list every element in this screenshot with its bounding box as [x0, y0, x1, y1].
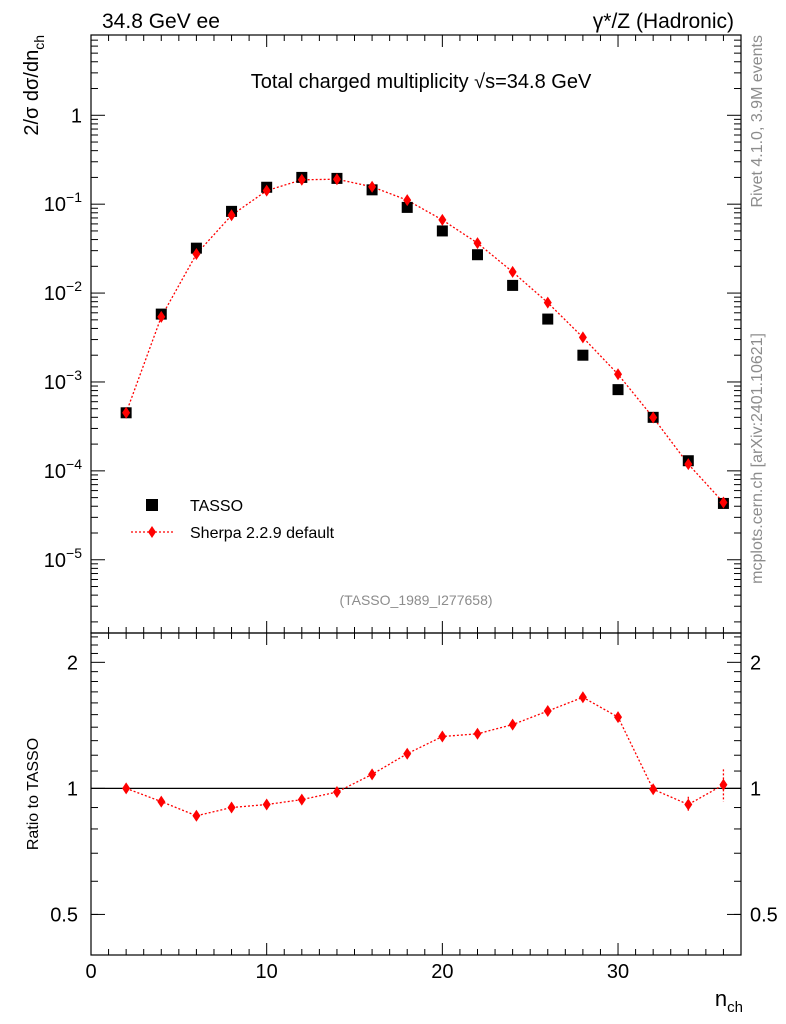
ratio-y-tick-label-right: 0.5: [750, 904, 778, 926]
ratio-plot-panel: 0.5 0.5 1 1 2 2 0 10 20 30 Ratio to TASSO nch: [25, 632, 778, 1016]
y-tick-label: 10−3: [44, 367, 82, 394]
ratio-point: [649, 783, 658, 796]
sherpa-point: [403, 194, 412, 207]
ratio-point: [614, 711, 623, 724]
sherpa-point: [508, 265, 517, 278]
ratio-point: [578, 691, 587, 704]
tasso-point: [401, 201, 413, 213]
tasso-point: [542, 313, 554, 325]
sherpa-point: [122, 406, 131, 419]
sherpa-point: [543, 296, 552, 309]
tasso-point: [471, 249, 483, 261]
x-axis-label: nch: [715, 986, 743, 1016]
ratio-point: [403, 747, 412, 760]
legend-marker-sherpa: [148, 526, 156, 538]
legend: TASSO Sherpa 2.2.9 default: [131, 498, 335, 542]
sherpa-point: [438, 213, 447, 226]
tasso-point: [577, 349, 589, 361]
legend-label-sherpa: Sherpa 2.2.9 default: [190, 525, 335, 542]
ratio-y-tick-labels: 0.5 0.5 1 1 2 2: [50, 652, 778, 926]
x-tick-label: 10: [256, 961, 278, 983]
x-tick-label: 20: [431, 961, 453, 983]
y-tick-label: 10−1: [44, 189, 82, 216]
tasso-point: [436, 225, 448, 237]
sherpa-point: [649, 411, 658, 424]
ratio-point: [297, 793, 306, 806]
main-plot-panel: 10−5 10−4 10−3 10−2 10−1 1 Total charged mult…: [21, 34, 742, 634]
ratio-point: [122, 782, 131, 795]
ratio-point: [473, 727, 482, 740]
ratio-plot-frame: [90, 632, 742, 956]
y-tick-label: 10−4: [44, 456, 82, 483]
ratio-axis-ticks: [90, 633, 742, 956]
sherpa-point: [684, 458, 693, 471]
ratio-point: [438, 730, 447, 743]
sherpa-point: [297, 173, 306, 186]
main-plot-frame: [90, 34, 742, 634]
main-series-group: [120, 171, 729, 509]
main-axis-ticks: [90, 34, 742, 633]
sherpa-point: [614, 368, 623, 381]
sherpa-point: [157, 310, 166, 323]
ratio-point: [508, 718, 517, 731]
ratio-point: [262, 798, 271, 811]
sherpa-point: [227, 209, 236, 222]
ratio-y-tick-label-left: 1: [67, 778, 78, 800]
header-right: γ*/Z (Hadronic): [593, 10, 734, 33]
x-tick-label: 30: [607, 961, 629, 983]
ratio-series-group: [122, 691, 728, 822]
sherpa-point: [368, 180, 377, 193]
legend-marker-tasso: [146, 499, 158, 511]
ratio-line: [125, 696, 724, 817]
ratio-y-tick-label-right: 2: [750, 652, 761, 674]
tasso-point: [507, 279, 519, 291]
y-tick-label: 1: [71, 105, 82, 127]
mcplots-label: mcplots.cern.ch [arXiv:2401.10621]: [749, 333, 766, 584]
y-tick-label: 10−2: [44, 278, 82, 305]
ratio-y-tick-label-left: 0.5: [50, 904, 78, 926]
sherpa-point: [332, 173, 341, 186]
ratio-point: [684, 798, 693, 811]
ratio-point: [192, 809, 201, 822]
analysis-label: (TASSO_1989_I277658): [339, 592, 492, 608]
tasso-point: [612, 384, 624, 396]
main-y-tick-labels: 10−5 10−4 10−3 10−2 10−1 1: [44, 105, 82, 571]
x-tick-labels: 0 10 20 30: [85, 961, 629, 983]
sherpa-point: [578, 331, 587, 344]
ratio-point: [157, 795, 166, 808]
main-y-axis-label: 2/σ dσ/dnch: [21, 35, 47, 136]
ratio-point: [368, 768, 377, 781]
ratio-y-axis-label: Ratio to TASSO: [25, 738, 42, 850]
header-left: 34.8 GeV ee: [102, 10, 220, 33]
ratio-point: [227, 801, 236, 814]
sherpa-point: [192, 248, 201, 261]
ratio-y-tick-label-right: 1: [750, 778, 761, 800]
sherpa-point: [473, 237, 482, 250]
sherpa-point: [719, 496, 728, 509]
ratio-point: [719, 778, 728, 791]
sherpa-line: [125, 178, 724, 503]
y-tick-label: 10−5: [44, 545, 82, 572]
legend-label-tasso: TASSO: [190, 498, 243, 515]
rivet-version-label: Rivet 4.1.0, 3.9M events: [749, 35, 766, 208]
ratio-y-tick-label-left: 2: [67, 652, 78, 674]
plot-title: Total charged multiplicity √s=34.8 GeV: [251, 71, 592, 93]
sherpa-point: [262, 184, 271, 197]
ratio-point: [543, 705, 552, 718]
ratio-point: [332, 786, 341, 799]
x-tick-label: 0: [85, 961, 96, 983]
